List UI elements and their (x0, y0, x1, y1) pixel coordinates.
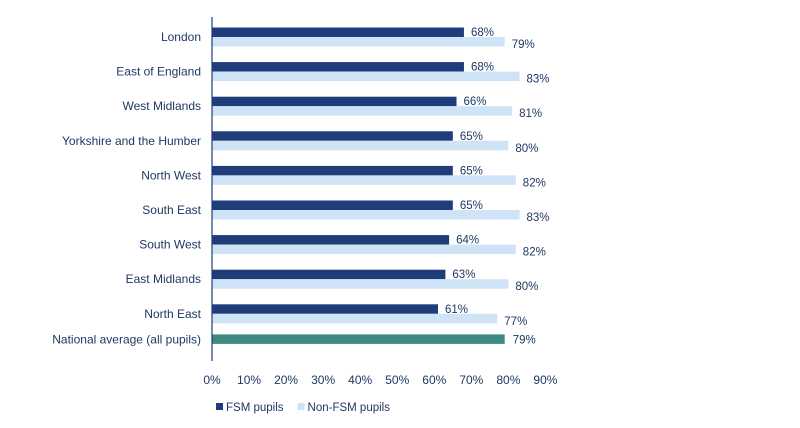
bar-non-fsm-yorkshire-and-the-humber (212, 140, 509, 151)
bar-fsm-north-east (212, 304, 439, 314)
category-label-north-east: North East (144, 307, 201, 321)
bar-non-fsm-east-midlands (212, 279, 509, 289)
x-tick-label-30: 30% (311, 373, 335, 387)
x-axis-ticks-group: 0% 10% 20% 30% 40% 50% 60% 70% 80% 90% (203, 373, 557, 387)
data-label-fsm-south-east: 65% (460, 200, 483, 212)
category-label-yorkshire-and-the-humber: Yorkshire and the Humber (62, 134, 201, 148)
bar-national-average (212, 334, 505, 344)
bar-fsm-north-west (212, 165, 453, 176)
legend-label-non-fsm-pupils: Non-FSM pupils (308, 402, 391, 414)
data-label-fsm-east-midlands: 63% (452, 269, 475, 281)
data-label-fsm-south-west: 64% (456, 235, 479, 247)
x-tick-label-90: 90% (533, 373, 557, 387)
x-tick-label-60: 60% (422, 373, 446, 387)
bar-fsm-south-west (212, 235, 450, 245)
bar-non-fsm-west-midlands (212, 106, 513, 116)
data-label-non-fsm-north-west: 82% (523, 177, 546, 189)
data-label-non-fsm-east-of-england: 83% (527, 74, 550, 86)
bar-non-fsm-north-east (212, 313, 498, 324)
category-labels-group: London East of England West Midlands Yorksh… (52, 30, 201, 346)
x-tick-label-40: 40% (348, 373, 372, 387)
bar-fsm-west-midlands (212, 96, 457, 107)
x-tick-label-0: 0% (203, 373, 221, 387)
data-label-fsm-london: 68% (471, 27, 494, 39)
category-label-london: London (161, 30, 201, 44)
legend-swatch-fsm-pupils (216, 403, 223, 410)
data-label-non-fsm-yorkshire-and-the-humber: 80% (515, 143, 538, 155)
category-label-south-east: South East (142, 203, 201, 217)
legend-label-fsm-pupils: FSM pupils (226, 402, 284, 414)
bar-fsm-east-midlands (212, 269, 446, 280)
x-tick-label-80: 80% (496, 373, 520, 387)
bar-non-fsm-south-west (212, 244, 516, 255)
bar-non-fsm-london (212, 37, 505, 47)
data-label-non-fsm-south-west: 82% (523, 247, 546, 259)
x-tick-label-70: 70% (459, 373, 483, 387)
x-tick-label-10: 10% (237, 373, 261, 387)
data-labels-group: 68% 79% 68% 83% 66% 81% 65% 80% 65% 82% 65% 83% 64% 8… (445, 27, 550, 346)
x-tick-label-20: 20% (274, 373, 298, 387)
bar-non-fsm-north-west (212, 175, 516, 185)
bar-fsm-east-of-england (212, 62, 464, 72)
category-label-east-of-england: East of England (116, 65, 201, 79)
bars-group (212, 27, 520, 344)
data-label-fsm-west-midlands: 66% (464, 96, 487, 108)
category-label-east-midlands: East Midlands (126, 272, 201, 286)
bar-non-fsm-east-of-england (212, 71, 520, 82)
data-label-non-fsm-london: 79% (512, 39, 535, 51)
data-label-fsm-north-west: 65% (460, 165, 483, 177)
category-label-west-midlands: West Midlands (123, 99, 201, 113)
data-label-non-fsm-south-east: 83% (527, 212, 550, 224)
legend-swatch-non-fsm-pupils (297, 403, 305, 410)
category-label-north-west: North West (141, 168, 201, 182)
bar-fsm-london (212, 27, 464, 37)
data-label-fsm-north-east: 61% (445, 304, 468, 316)
bar-fsm-yorkshire-and-the-humber (212, 131, 453, 141)
data-label-fsm-yorkshire-and-the-humber: 65% (460, 131, 483, 143)
category-label-national-average: National average (all pupils) (52, 332, 201, 346)
data-label-non-fsm-west-midlands: 81% (519, 108, 542, 120)
data-label-non-fsm-north-east: 77% (504, 316, 527, 328)
data-label-non-fsm-east-midlands: 80% (515, 281, 538, 293)
data-label-fsm-east-of-england: 68% (471, 62, 494, 74)
data-label-national-average: 79% (513, 334, 536, 346)
x-tick-label-50: 50% (385, 373, 409, 387)
bar-non-fsm-south-east (212, 210, 520, 220)
category-label-south-west: South West (139, 238, 201, 252)
bar-fsm-south-east (212, 200, 453, 210)
legend: FSM pupils Non-FSM pupils (216, 402, 390, 414)
